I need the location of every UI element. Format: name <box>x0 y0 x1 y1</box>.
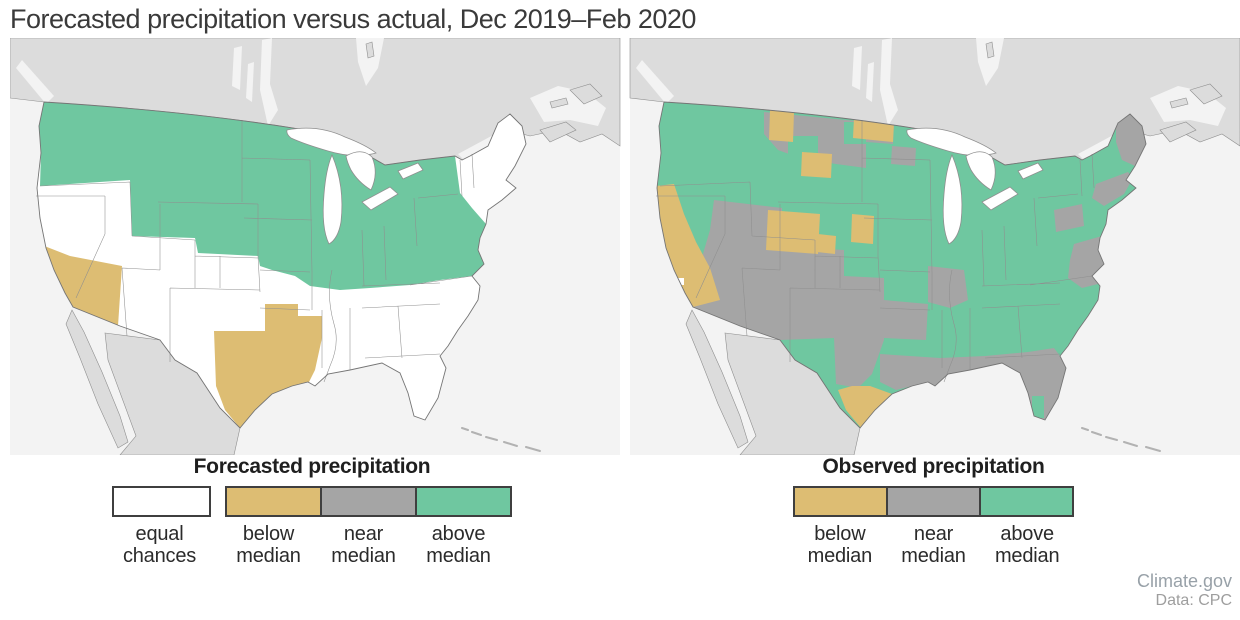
observed-map <box>629 38 1240 455</box>
label-line: below <box>242 523 295 545</box>
label-line: median <box>994 545 1060 567</box>
legend-observed-title: Observed precipitation <box>822 455 1045 478</box>
maps-figure <box>10 38 1240 455</box>
forecast-map <box>10 38 621 455</box>
forecast-above-median-region <box>39 102 486 290</box>
observed-near-median-gulf-florida <box>880 348 1066 420</box>
observed-below-median-south-texas <box>838 386 892 428</box>
attribution-data-source: Data: CPC <box>1155 592 1232 609</box>
label-near-median: near median <box>316 523 411 567</box>
label-line: near <box>343 523 384 545</box>
label-line: equal <box>135 523 184 545</box>
forecast-regions <box>37 102 486 428</box>
attribution: Climate.gov Data: CPC <box>1137 570 1232 610</box>
legend-forecast-swatches <box>112 486 512 517</box>
observed-near-cell <box>1054 204 1084 232</box>
observed-below-cell <box>769 110 794 142</box>
observed-near-cell <box>928 266 968 308</box>
legend-forecast-labels: equal chances below median near median a… <box>112 523 512 567</box>
page-title: Forecasted precipitation versus actual, … <box>10 4 696 34</box>
swatch-group <box>793 486 1074 517</box>
swatch-group <box>225 486 512 517</box>
swatch-below-median <box>227 488 320 515</box>
forecast-below-median-southwest <box>37 242 122 326</box>
label-below-median: below median <box>793 523 887 567</box>
label-line: below <box>814 523 866 545</box>
swatch-near-median <box>886 488 979 515</box>
swatch-below-median <box>795 488 886 515</box>
legend-observed-swatches <box>793 486 1074 517</box>
label-line: median <box>331 545 396 567</box>
observed-near-median-midatlantic <box>1068 236 1104 288</box>
label-gap <box>207 523 221 567</box>
legend-observed: Observed precipitation below median near… <box>793 455 1074 567</box>
label-line: median <box>426 545 491 567</box>
observed-near-cell <box>1092 172 1133 206</box>
label-line: near <box>913 523 954 545</box>
label-above-median: above median <box>980 523 1074 567</box>
observed-below-cell <box>766 210 820 254</box>
label-line: above <box>431 523 486 545</box>
observed-near-median-maine <box>1116 114 1146 166</box>
observed-near-cell <box>891 146 916 166</box>
observed-near-median-west <box>686 200 884 388</box>
legend-forecast-title: Forecasted precipitation <box>193 455 431 478</box>
legend-row: Forecasted precipitation equal chances b… <box>0 455 1240 567</box>
swatch-near-median <box>320 488 415 515</box>
forecast-below-median-south <box>214 304 322 428</box>
label-equal-chances: equal chances <box>112 523 207 567</box>
observed-below-cell <box>817 234 836 254</box>
swatch-equal-chances <box>112 486 211 517</box>
label-line: median <box>236 545 301 567</box>
label-line: median <box>807 545 873 567</box>
observed-below-cell <box>801 152 832 178</box>
attribution-brand: Climate.gov <box>1136 571 1232 591</box>
legend-observed-labels: below median near median above median <box>793 523 1074 567</box>
label-line: median <box>901 545 966 567</box>
swatch-above-median <box>415 488 510 515</box>
label-line: above <box>1000 523 1054 545</box>
legend-forecast: Forecasted precipitation equal chances b… <box>112 455 512 567</box>
observed-below-median-coast <box>657 184 720 307</box>
label-near-median: near median <box>887 523 981 567</box>
swatch-above-median <box>979 488 1072 515</box>
observed-above-cell <box>788 136 818 158</box>
observed-regions <box>657 110 1146 428</box>
observed-near-cell <box>884 300 928 340</box>
label-below-median: below median <box>221 523 316 567</box>
observed-below-cell <box>851 214 874 244</box>
observed-above-cell <box>1032 396 1044 418</box>
label-above-median: above median <box>411 523 506 567</box>
label-line: chances <box>122 545 197 567</box>
